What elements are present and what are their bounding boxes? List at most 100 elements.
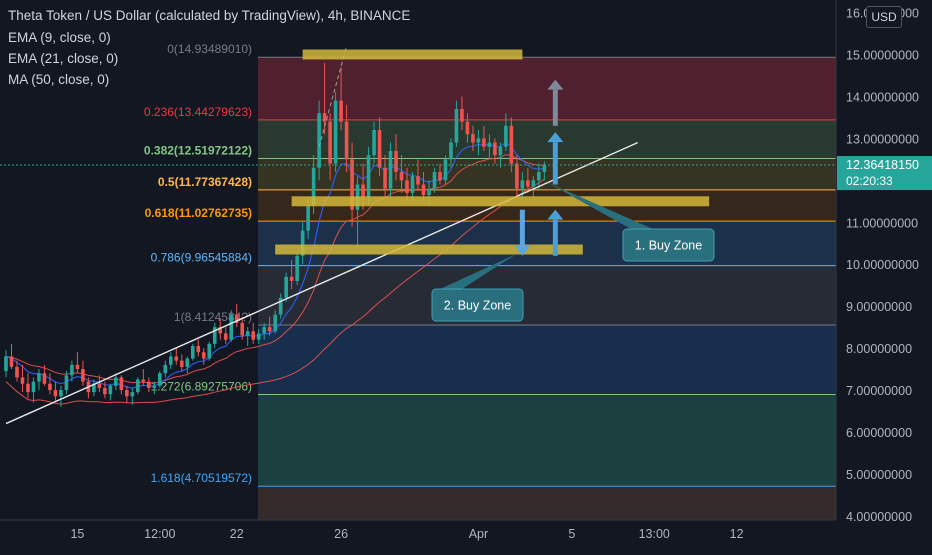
- fib-band: [258, 265, 836, 325]
- callout-pointer: [440, 253, 517, 289]
- fib-band: [258, 486, 836, 520]
- candle-body: [130, 392, 135, 397]
- candle-body: [174, 356, 179, 361]
- fib-band: [258, 221, 836, 266]
- candle-body: [421, 184, 426, 195]
- y-tick-label: 5.00000000: [846, 468, 912, 482]
- candle-body: [333, 100, 338, 164]
- candle-body: [185, 358, 190, 367]
- candle-body: [152, 385, 157, 388]
- ema21-line: [5, 154, 545, 384]
- target-up-arrow: [547, 79, 564, 126]
- fib-band: [258, 394, 836, 487]
- candle-body: [262, 327, 266, 334]
- y-tick-label: 15.00000000: [846, 49, 919, 63]
- candle-body: [460, 109, 464, 122]
- candle-body: [31, 381, 36, 393]
- resistance-up-arrow: [547, 132, 564, 185]
- candle-body: [526, 180, 530, 187]
- last-price-countdown: 02:20:33: [846, 174, 893, 188]
- x-tick-label: 22: [230, 527, 244, 541]
- fib-level-label: 0.618(11.02762735): [145, 206, 252, 220]
- indicator-ema21-legend[interactable]: EMA (21, close, 0): [8, 51, 119, 66]
- y-tick-label: 14.00000000: [846, 90, 919, 104]
- candle-body: [410, 176, 415, 193]
- candle-body: [26, 383, 30, 393]
- candle-body: [4, 356, 8, 372]
- y-tick-label: 6.00000000: [846, 426, 912, 440]
- candle-body: [350, 159, 354, 210]
- candle-body: [273, 314, 277, 332]
- candle-body: [372, 130, 376, 156]
- x-tick-label: 12:00: [144, 527, 175, 541]
- candle-body: [92, 383, 96, 393]
- candle-body: [361, 184, 365, 198]
- candle-body: [42, 373, 47, 384]
- fib-level-label: 0.5(11.77367428): [158, 175, 252, 189]
- candle-body: [179, 360, 184, 367]
- candle-body: [443, 159, 448, 181]
- buy-zone-down-arrow: [514, 209, 531, 256]
- candle-body: [196, 345, 201, 353]
- candle-body: [520, 180, 525, 189]
- y-tick-label: 13.00000000: [846, 132, 919, 146]
- candle-body: [48, 383, 52, 390]
- candle-body: [383, 167, 387, 189]
- dashed-projection: [318, 45, 348, 147]
- fib-level-label: 0.382(12.51972122): [144, 144, 252, 158]
- x-tick-label: Apr: [469, 527, 488, 541]
- x-tick-label: 13:00: [639, 527, 670, 541]
- buy-zone-1-zone: [291, 196, 710, 207]
- candle-body: [493, 142, 497, 156]
- fib-level-label: 1.618(4.70519572): [151, 471, 252, 485]
- fib-band: [258, 57, 836, 120]
- y-tick-label: 8.00000000: [846, 342, 912, 356]
- candle-body: [322, 113, 327, 122]
- candle-body: [394, 150, 398, 172]
- candle-body: [487, 142, 492, 147]
- chart-title: Theta Token / US Dollar (calculated by T…: [8, 8, 411, 23]
- candle-body: [405, 180, 409, 193]
- candle-body: [64, 375, 69, 390]
- candle-body: [163, 364, 168, 374]
- candle-body: [169, 356, 173, 365]
- candle-body: [509, 125, 514, 164]
- candle-body: [438, 171, 442, 181]
- candle-body: [37, 373, 41, 382]
- x-tick-label: 12: [730, 527, 744, 541]
- candle-body: [20, 377, 25, 384]
- candle-body: [284, 276, 288, 298]
- candle-body: [289, 276, 294, 281]
- callout-text: 1. Buy Zone: [635, 239, 702, 253]
- candle-body: [158, 373, 162, 386]
- buy-zone-2-zone: [275, 244, 583, 255]
- candle-body: [498, 146, 503, 156]
- callout-text: 2. Buy Zone: [444, 299, 511, 313]
- candle-body: [531, 180, 536, 187]
- candle-body: [504, 125, 508, 147]
- candle-body: [317, 113, 321, 168]
- candle-body: [234, 314, 239, 323]
- callout-box: [622, 228, 715, 262]
- candle-body: [125, 390, 129, 397]
- candle-body: [97, 383, 102, 388]
- indicator-ma50-legend[interactable]: MA (50, close, 0): [8, 72, 110, 87]
- candle-body: [388, 150, 393, 189]
- y-tick-label: 4.00000000: [846, 510, 912, 524]
- candle-body: [114, 377, 118, 386]
- y-tick-label: 10.00000000: [846, 258, 919, 272]
- candle-body: [9, 356, 14, 367]
- candle-body: [147, 381, 151, 388]
- buy-zone-up-arrow: [547, 209, 564, 256]
- candle-body: [427, 188, 431, 195]
- candle-body: [70, 364, 74, 376]
- candle-body: [223, 333, 228, 340]
- candle-body: [471, 134, 475, 143]
- candle-body: [311, 167, 316, 206]
- indicator-ema9-legend[interactable]: EMA (9, close, 0): [8, 30, 111, 45]
- fib-level-label: 0.236(13.44279623): [144, 105, 252, 119]
- candle-body: [537, 171, 541, 181]
- currency-button[interactable]: USD: [866, 6, 902, 28]
